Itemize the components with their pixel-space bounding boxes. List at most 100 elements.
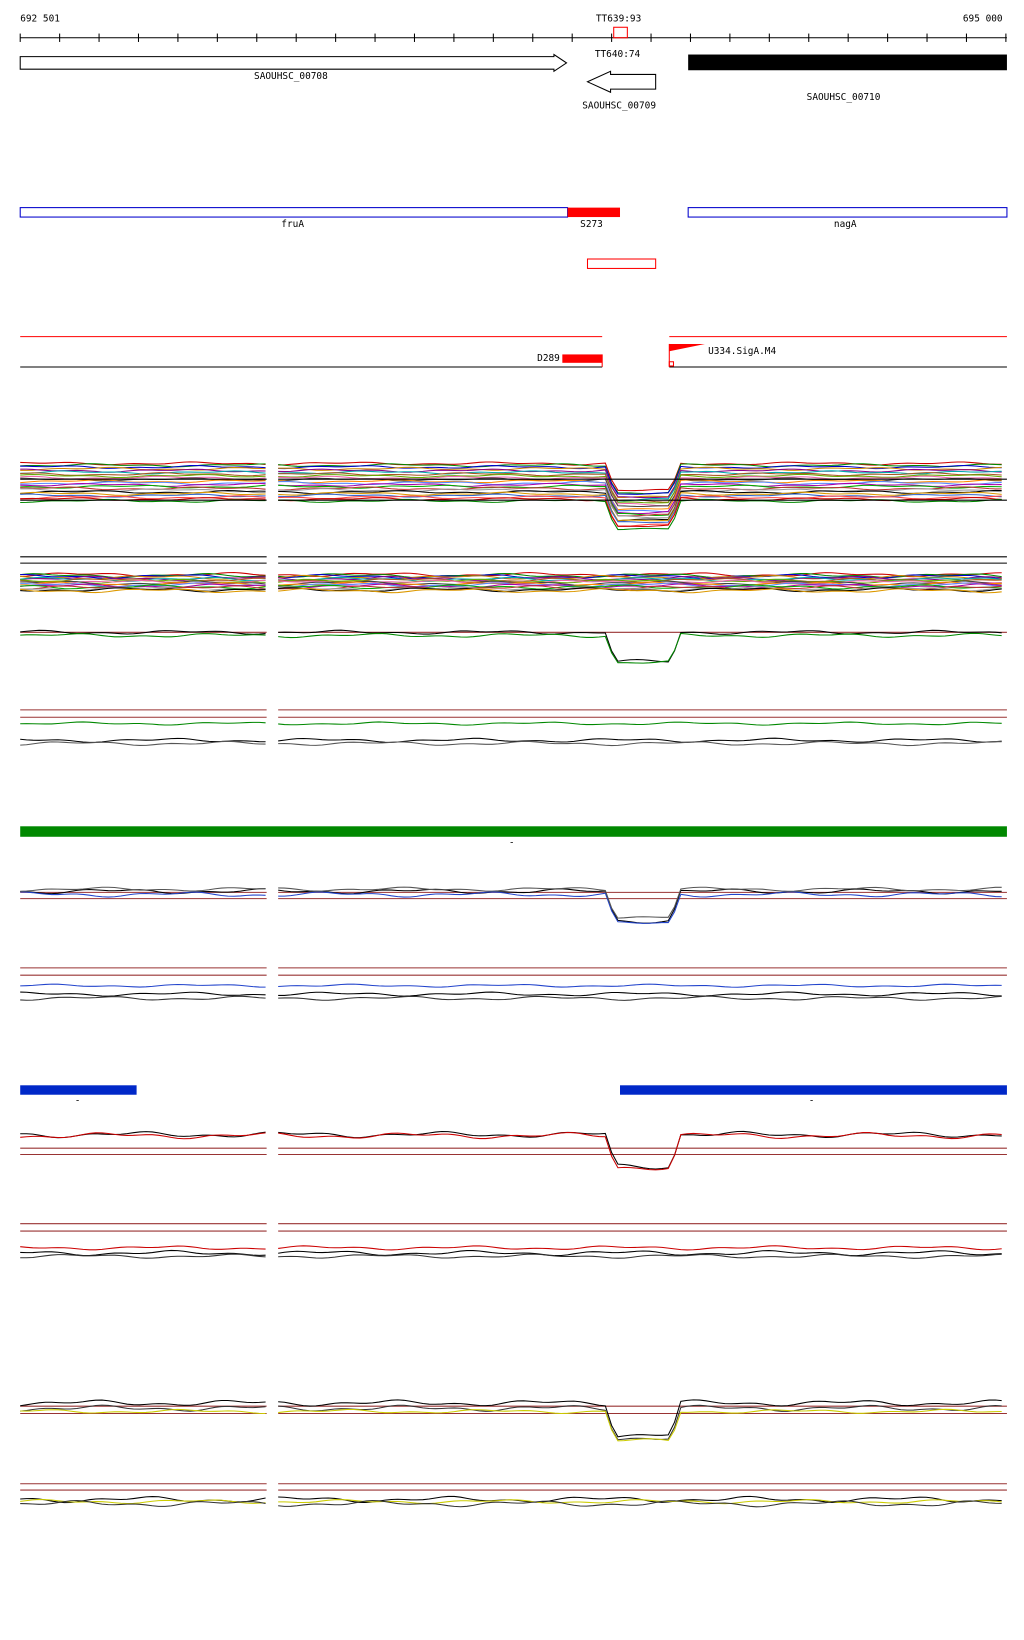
signal-tracks: [20, 461, 1007, 1508]
signal-line: [278, 629, 1002, 663]
signal-line: [20, 479, 266, 484]
track-bar: [20, 826, 1007, 837]
signal-line: [20, 493, 266, 498]
signal-line: [20, 472, 266, 477]
signal-line: [278, 737, 1002, 743]
signal-line: [278, 886, 1002, 919]
signal-line: [278, 1130, 1002, 1170]
signal-line: [20, 740, 266, 746]
signal-line: [278, 632, 1002, 664]
signal-line: [278, 475, 1002, 507]
signal-line: [20, 482, 266, 487]
signal-line: [20, 495, 266, 500]
signal-line: [20, 1245, 266, 1251]
signal-line: [278, 575, 1002, 582]
bar-label: -: [75, 1096, 81, 1107]
signal-line: [278, 484, 1002, 517]
annotation-box: [687, 207, 1008, 218]
signal-line: [20, 588, 266, 594]
signal-line: [20, 1408, 266, 1415]
signal-line: [20, 1253, 266, 1259]
signal-line: [278, 480, 1002, 513]
feature-block: [562, 354, 603, 363]
signal-line: [20, 1399, 266, 1407]
marker-box: [613, 26, 628, 39]
signal-line: [20, 983, 266, 988]
feature-label: D289: [537, 353, 560, 364]
signal-line: [20, 1500, 266, 1507]
ruler-end: 695 000: [963, 13, 1003, 24]
signal-line: [278, 888, 1002, 924]
signal-line: [278, 740, 1002, 747]
signal-line: [20, 484, 266, 489]
signal-line: [20, 1132, 266, 1140]
signal-line: [278, 1253, 1002, 1259]
feature-triangle: [669, 343, 705, 352]
bar-label: -: [809, 1096, 815, 1107]
signal-line: [20, 461, 266, 466]
gene-label: SAOUHSC_00708: [254, 71, 328, 82]
signal-line: [278, 991, 1002, 997]
gene-label: SAOUHSC_00709: [582, 100, 656, 111]
signal-line: [278, 495, 1002, 527]
bar-label: -: [509, 838, 515, 849]
signal-line: [278, 983, 1002, 988]
signal-line: [20, 995, 266, 1001]
ruler-marker: TT639:93: [596, 13, 641, 24]
signal-line: [278, 479, 1002, 511]
signal-line: [20, 473, 266, 479]
signal-line: [20, 1498, 266, 1505]
annotation-label: fruA: [281, 219, 304, 230]
signal-line: [20, 721, 266, 726]
signal-line: [20, 1496, 266, 1504]
signal-line: [278, 586, 1002, 592]
signal-line: [278, 1245, 1002, 1251]
gene-marker: TT640:74: [595, 49, 641, 60]
signal-line: [278, 721, 1002, 726]
track-bar: [20, 1085, 137, 1095]
signal-line: [278, 489, 1002, 522]
signal-line: [20, 1404, 266, 1412]
annotation-label: S273: [580, 219, 603, 230]
signal-line: [20, 491, 266, 496]
signal-line: [278, 482, 1002, 515]
signal-line: [278, 1399, 1002, 1438]
signal-line: [20, 891, 266, 898]
signal-line: [20, 475, 266, 480]
signal-line: [278, 473, 1002, 504]
signal-line: [20, 629, 266, 635]
signal-line: [20, 464, 266, 469]
signal-line: [278, 470, 1002, 502]
feature-label: U334.SigA.M4: [708, 346, 776, 357]
annotation-block: [567, 207, 621, 218]
signal-line: [278, 1131, 1002, 1171]
feature-box: [668, 361, 675, 367]
signal-line: [278, 1500, 1002, 1508]
signal-line: [20, 575, 266, 580]
signal-line: [278, 1408, 1002, 1442]
signal-line: [278, 1404, 1002, 1441]
signal-line: [278, 1250, 1002, 1257]
signal-line: [278, 466, 1002, 498]
signal-line: [20, 481, 266, 486]
annotation-box: [19, 207, 569, 218]
signal-line: [278, 588, 1002, 594]
signal-line: [278, 1499, 1002, 1505]
signal-line: [278, 579, 1002, 585]
signal-line: [20, 497, 266, 501]
gene-arrow: [19, 53, 568, 73]
signal-line: [278, 995, 1002, 1001]
ruler-ticks: [19, 33, 1007, 42]
gene-label: SAOUHSC_00710: [807, 92, 881, 103]
signal-line: [278, 587, 1002, 593]
signal-line: [20, 584, 266, 590]
signal-line: [20, 490, 266, 495]
feature-box: [586, 258, 657, 269]
gene-arrow: [586, 70, 657, 94]
signal-line: [20, 991, 266, 997]
ruler-start: 692 501: [20, 13, 60, 24]
signal-line: [20, 886, 266, 892]
gene-block: [688, 54, 1007, 71]
